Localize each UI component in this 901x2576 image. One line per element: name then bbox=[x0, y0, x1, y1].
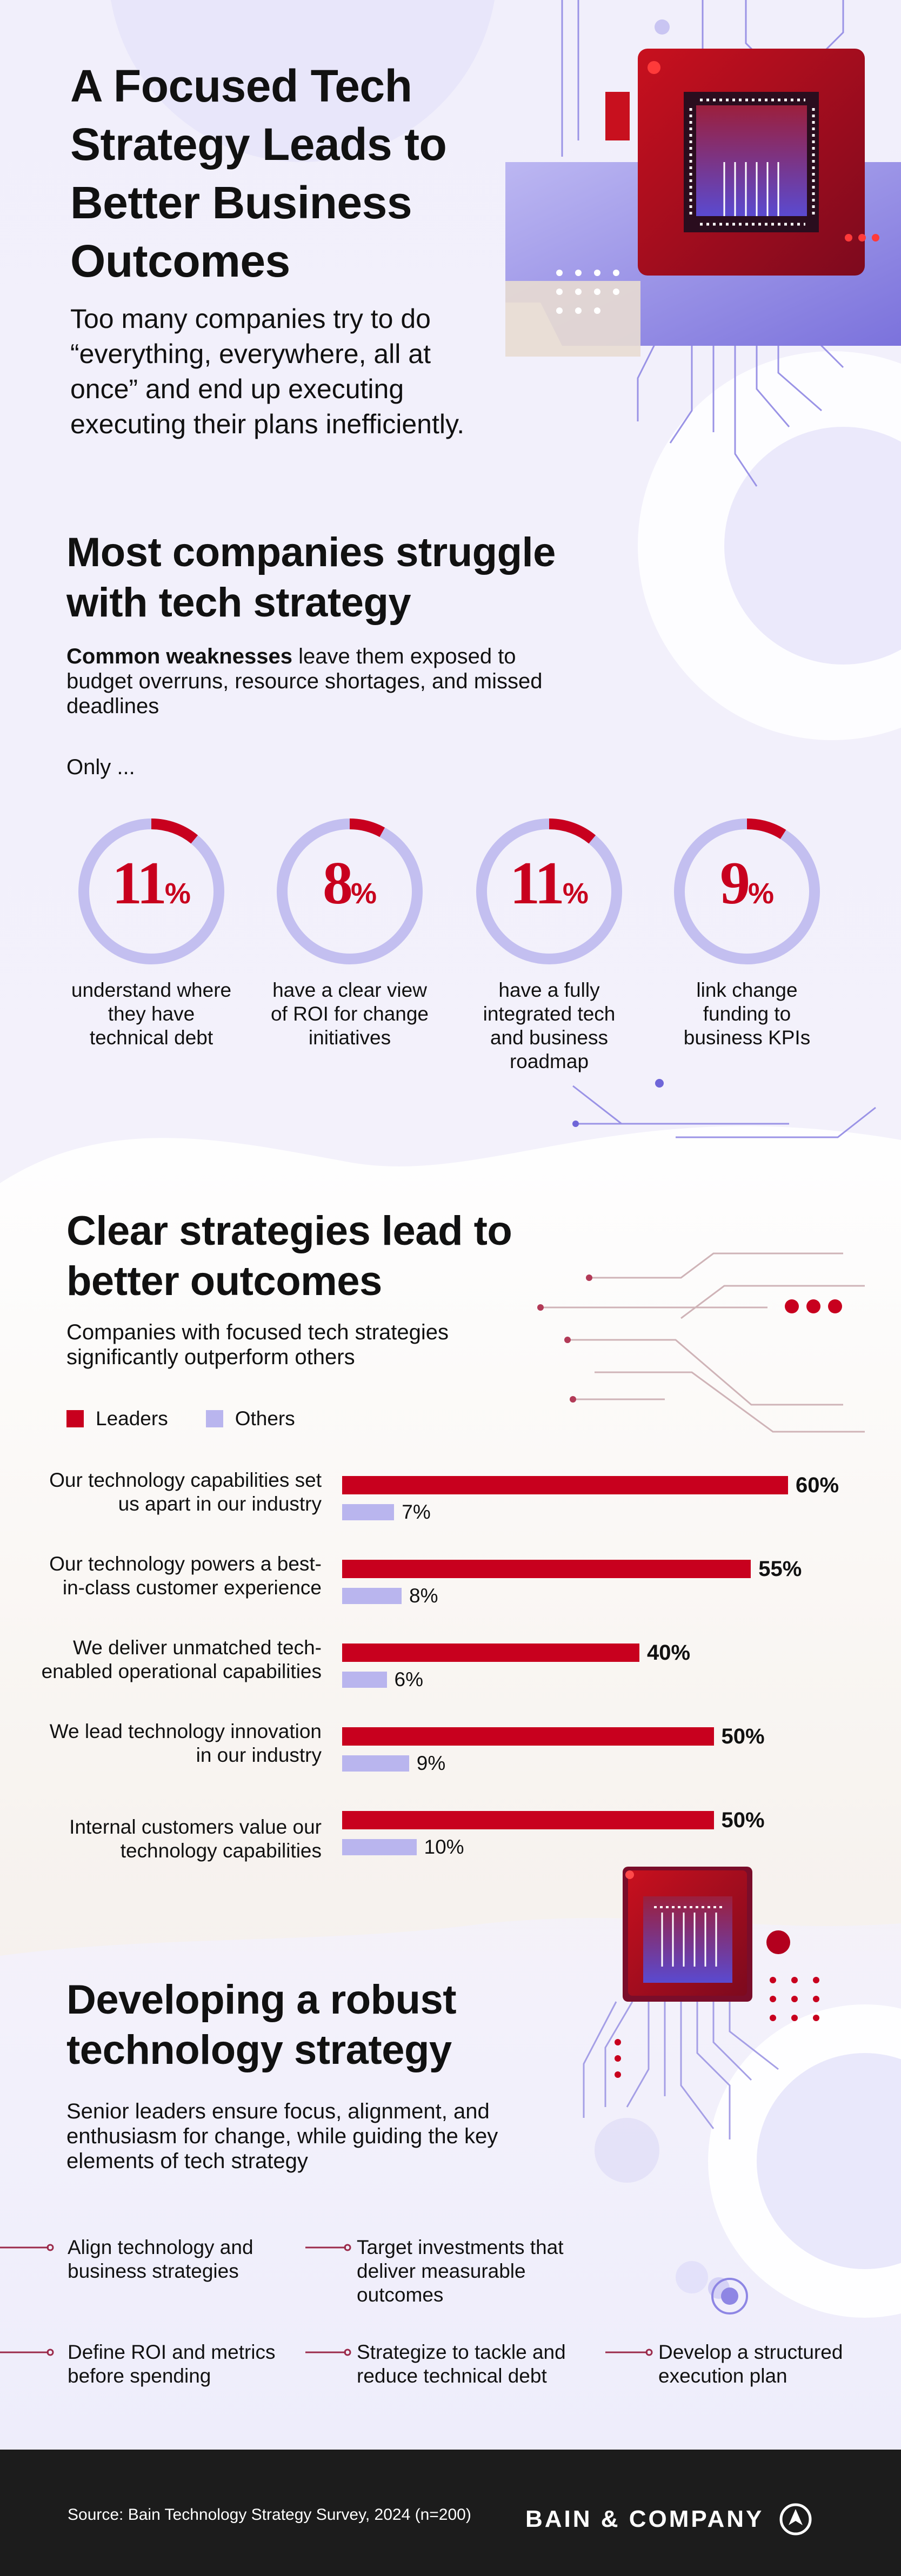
data-label-others: 8% bbox=[409, 1585, 438, 1607]
strategy-step: Align technology and business strategies bbox=[68, 2236, 253, 2282]
legend-leaders-swatch bbox=[66, 1410, 84, 1427]
bar-others bbox=[342, 1672, 387, 1688]
hero-subtitle: Too many companies try to do “everything… bbox=[70, 304, 465, 439]
stat-unit: % bbox=[164, 877, 191, 910]
struggle-intro: Common weaknesses leave them exposed to … bbox=[66, 644, 553, 719]
bar-others bbox=[342, 1839, 417, 1855]
data-label-others: 6% bbox=[394, 1668, 423, 1691]
stat-ring-graphic bbox=[674, 819, 820, 964]
stat-caption: understand where they have technical deb… bbox=[71, 979, 232, 1049]
data-label-others: 10% bbox=[424, 1836, 464, 1858]
data-label-others: 7% bbox=[402, 1501, 431, 1523]
bar-leaders bbox=[342, 1560, 751, 1578]
legend-leaders: Leaders bbox=[66, 1407, 168, 1430]
stat-ring: 9% bbox=[669, 813, 825, 970]
bar-others bbox=[342, 1504, 395, 1520]
step-connector-icon bbox=[605, 2349, 653, 2356]
brand-logo: BAIN & COMPANY bbox=[525, 2501, 813, 2537]
step-connector-icon bbox=[305, 2244, 351, 2251]
bar-category-label: Our technology capabilities set us apart… bbox=[49, 1469, 322, 1515]
stat-number: 11 bbox=[510, 850, 565, 917]
stat-value: 11% bbox=[73, 851, 230, 916]
bain-logo-icon bbox=[779, 2503, 812, 2535]
stat-3: 9% link change funding to business KPIs bbox=[666, 813, 828, 1050]
bar-leaders bbox=[342, 1643, 639, 1662]
data-label-leaders: 55% bbox=[758, 1557, 802, 1581]
bar-category-label: Our technology powers a best-in-class cu… bbox=[49, 1553, 322, 1599]
stat-ring-arc bbox=[277, 819, 423, 964]
stat-number: 8 bbox=[322, 850, 353, 917]
stat-unit: % bbox=[350, 877, 377, 910]
stat-ring-arc bbox=[674, 819, 820, 964]
struggle-title: Most companies struggle with tech strate… bbox=[66, 529, 556, 626]
strategy-step: Strategize to tackle and reduce technica… bbox=[357, 2341, 566, 2387]
stat-caption: link change funding to business KPIs bbox=[683, 979, 811, 1049]
legend-others: Others bbox=[205, 1407, 295, 1430]
bar-leaders bbox=[342, 1727, 714, 1746]
struggle-intro-bold: Common weaknesses bbox=[66, 645, 292, 668]
legend-others-label: Others bbox=[235, 1407, 295, 1430]
stat-value: 8% bbox=[271, 851, 428, 916]
stat-ring-graphic bbox=[277, 819, 423, 964]
stat-caption: have a clear view of ROI for change init… bbox=[270, 979, 429, 1049]
bar-leaders bbox=[342, 1811, 714, 1829]
step-connector-icon bbox=[0, 2244, 54, 2251]
chart-legend: Leaders Others bbox=[66, 1407, 295, 1430]
data-label-leaders: 40% bbox=[647, 1641, 691, 1665]
brand-name: BAIN & COMPANY bbox=[525, 2506, 764, 2532]
source-note: Source: Bain Technology Strategy Survey,… bbox=[68, 2506, 471, 2524]
bar-category-label: We deliver unmatched tech-enabled operat… bbox=[41, 1636, 322, 1682]
bar-category-label: Internal customers value our technology … bbox=[69, 1816, 322, 1862]
stat-value: 9% bbox=[669, 851, 825, 916]
develop-subtitle: Senior leaders ensure focus, alignment, … bbox=[66, 2099, 498, 2173]
strategy-step: Target investments that deliver measurab… bbox=[357, 2236, 564, 2306]
stat-2: 11% have a fully integrated tech and busi… bbox=[468, 813, 630, 1074]
stat-unit: % bbox=[562, 877, 589, 910]
bar-leaders bbox=[342, 1476, 788, 1494]
stat-ring-graphic bbox=[476, 819, 622, 964]
stat-number: 9 bbox=[719, 850, 750, 917]
stat-ring: 8% bbox=[271, 813, 428, 970]
stat-0: 11% understand where they have technical … bbox=[70, 813, 232, 1050]
bar-others bbox=[342, 1755, 409, 1772]
page-title: A Focused Tech Strategy Leads to Better … bbox=[70, 61, 447, 286]
stat-caption: have a fully integrated tech and busines… bbox=[483, 979, 616, 1072]
legend-others-swatch bbox=[205, 1410, 223, 1427]
stat-unit: % bbox=[748, 877, 774, 910]
bar-category-label: We lead technology innovation in our ind… bbox=[49, 1720, 322, 1766]
step-connector-icon bbox=[0, 2349, 54, 2356]
stat-1: 8% have a clear view of ROI for change in… bbox=[269, 813, 431, 1050]
stat-ring-arc bbox=[476, 819, 622, 964]
stat-ring-arc bbox=[78, 819, 224, 964]
stat-value: 11% bbox=[471, 851, 628, 916]
footer bbox=[0, 2450, 901, 2576]
develop-title: Developing a robust technology strategy bbox=[66, 1977, 457, 2073]
stat-number: 11 bbox=[112, 850, 167, 917]
data-label-leaders: 50% bbox=[721, 1725, 765, 1748]
data-label-others: 9% bbox=[416, 1752, 446, 1774]
stat-ring: 11% bbox=[471, 813, 628, 970]
stat-ring-graphic bbox=[78, 819, 224, 964]
legend-leaders-label: Leaders bbox=[96, 1407, 168, 1430]
outcomes-subtitle: Companies with focused tech strategies s… bbox=[66, 1320, 449, 1369]
strategy-step: Define ROI and metrics before spending bbox=[68, 2341, 276, 2387]
strategy-step: Develop a structured execution plan bbox=[658, 2341, 843, 2387]
outcomes-title: Clear strategies lead to better outcomes bbox=[66, 1208, 512, 1304]
struggle-intro-rest: leave them exposed to budget overruns, r… bbox=[66, 645, 543, 718]
stat-ring: 11% bbox=[73, 813, 230, 970]
bar-others bbox=[342, 1588, 402, 1604]
step-connector-icon bbox=[305, 2349, 351, 2356]
data-label-leaders: 60% bbox=[796, 1473, 839, 1497]
data-label-leaders: 50% bbox=[721, 1808, 765, 1832]
only-label: Only ... bbox=[66, 755, 135, 779]
